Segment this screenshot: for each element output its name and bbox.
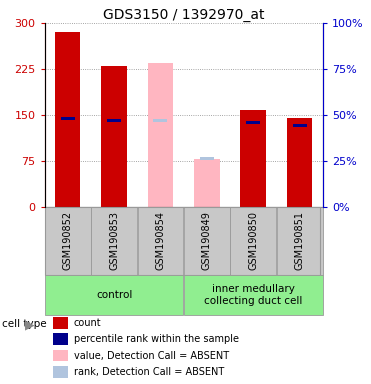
Bar [53,366,68,378]
Text: control: control [96,290,132,300]
Bar [107,119,121,122]
Bar [287,118,312,207]
Title: GDS3150 / 1392970_at: GDS3150 / 1392970_at [103,8,265,22]
Bar [61,117,75,120]
Text: GSM190854: GSM190854 [155,212,165,270]
Bar [55,32,81,207]
Bar [91,207,137,275]
Bar [45,275,183,314]
Bar [277,207,322,275]
Bar [53,317,68,329]
Text: rank, Detection Call = ABSENT: rank, Detection Call = ABSENT [74,367,224,377]
Text: cell type: cell type [2,319,46,329]
Text: ▶: ▶ [25,318,35,331]
Bar [53,350,68,361]
Text: percentile rank within the sample: percentile rank within the sample [74,334,239,344]
Bar [101,66,127,207]
Text: GSM190852: GSM190852 [63,211,73,270]
Text: inner medullary
collecting duct cell: inner medullary collecting duct cell [204,284,302,306]
Bar [240,110,266,207]
Bar [53,333,68,345]
Text: GSM190849: GSM190849 [202,212,212,270]
Text: GSM190851: GSM190851 [295,212,305,270]
Bar [200,157,214,161]
Bar [293,124,306,127]
Bar [246,121,260,124]
Text: count: count [74,318,101,328]
Bar [184,207,230,275]
Bar [230,207,276,275]
Text: GSM190850: GSM190850 [248,212,258,270]
Text: GSM190853: GSM190853 [109,212,119,270]
Bar [194,159,220,207]
Bar [148,63,173,207]
Bar [138,207,183,275]
Bar [184,275,322,314]
Bar [45,207,91,275]
Text: value, Detection Call = ABSENT: value, Detection Call = ABSENT [74,351,229,361]
Bar [154,119,167,122]
